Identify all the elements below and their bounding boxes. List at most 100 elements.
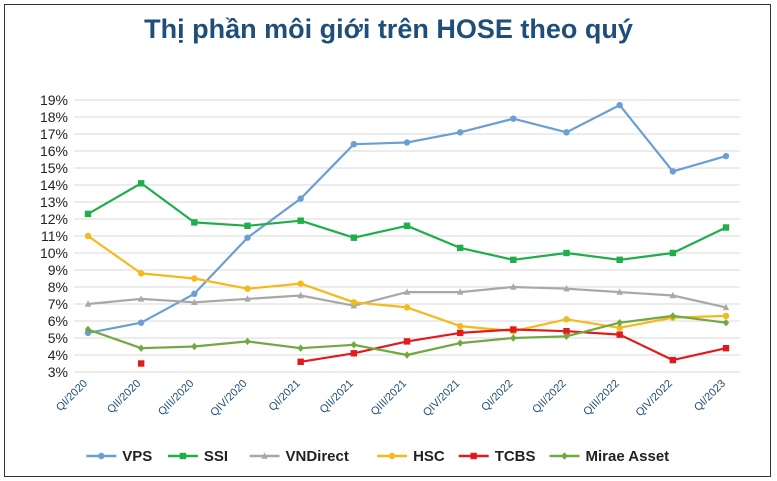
y-tick-label: 17% — [40, 126, 68, 142]
x-tick-label: QI/2023 — [692, 378, 728, 414]
data-point-tcbs — [350, 350, 358, 357]
data-point-ssi — [403, 222, 411, 229]
data-point-ssi — [510, 256, 517, 263]
legend-label-vndirect: VNDirect — [286, 448, 349, 465]
data-point-mirae-asset — [403, 351, 411, 359]
data-point-hsc — [456, 322, 464, 330]
data-point-hsc — [403, 304, 411, 311]
x-tick-label: QIII/2022 — [581, 378, 621, 418]
data-point-vndirect — [616, 288, 623, 295]
data-point-hsc — [137, 270, 145, 277]
chart-title: Thị phần môi giới trên HOSE theo quý — [144, 14, 633, 44]
data-point-mirae-asset — [350, 341, 358, 349]
data-point-ssi — [137, 180, 145, 187]
data-point-mirae-asset — [456, 339, 464, 347]
data-point-vndirect — [510, 283, 517, 290]
data-point-vps — [403, 139, 411, 146]
data-point-vps — [297, 195, 304, 202]
data-point-hsc — [616, 324, 623, 331]
x-tick-label: QIV/2021 — [421, 378, 462, 419]
data-point-tcbs — [616, 331, 623, 338]
data-point-mirae-asset — [510, 334, 517, 342]
y-tick-label: 11% — [41, 228, 68, 244]
data-point-vndirect — [84, 300, 92, 307]
data-point-ssi — [563, 249, 570, 257]
data-point-tcbs — [510, 326, 517, 333]
data-point-mirae-asset — [722, 319, 730, 327]
legend-marker-mirae-asset — [561, 452, 568, 460]
y-tick-label: 7% — [48, 296, 68, 312]
data-point-vndirect — [722, 303, 730, 311]
y-tick-label: 16% — [40, 143, 68, 159]
legend-marker-tcbs — [470, 452, 477, 460]
legend-label-hsc: HSC — [413, 448, 445, 465]
data-point-vndirect — [669, 291, 677, 299]
data-point-mirae-asset — [137, 344, 145, 352]
y-tick-label: 4% — [48, 347, 68, 363]
data-point-ssi — [456, 244, 464, 252]
x-tick-label: QI/2020 — [54, 378, 90, 414]
series-line-mirae-asset — [87, 314, 727, 357]
data-point-vps — [722, 152, 730, 160]
x-tick-label: QI/2021 — [267, 378, 303, 414]
y-tick-label: 18% — [40, 109, 68, 125]
y-tick-label: 15% — [40, 160, 68, 176]
legend-label-vps: VPS — [122, 448, 152, 465]
x-tick-label: QIV/2020 — [208, 378, 249, 419]
data-point-hsc — [563, 316, 570, 323]
data-point-vps — [563, 129, 570, 136]
y-tick-label: 14% — [40, 177, 68, 193]
x-tick-label: QII/2022 — [530, 378, 568, 416]
legend-label-ssi: SSI — [204, 448, 228, 465]
x-tick-label: QIII/2021 — [369, 378, 409, 418]
data-point-ssi — [350, 234, 358, 241]
y-tick-label: 5% — [48, 330, 68, 346]
data-point-ssi — [722, 224, 730, 231]
data-point-vndirect — [244, 295, 251, 302]
data-point-tcbs — [722, 345, 730, 352]
data-point-vps — [191, 290, 198, 297]
data-point-vps — [510, 115, 517, 122]
data-point-vps — [350, 141, 358, 148]
data-point-vndirect — [137, 295, 145, 302]
legend-marker-hsc — [388, 452, 396, 460]
series-line-ssi — [87, 182, 727, 261]
y-tick-label: 19% — [40, 92, 68, 108]
y-tick-label: 9% — [48, 262, 68, 278]
data-point-ssi — [669, 249, 677, 257]
x-tick-label: QII/2021 — [318, 378, 356, 416]
data-point-tcbs — [669, 356, 677, 364]
y-tick-label: 13% — [40, 194, 68, 210]
data-point-mirae-asset — [191, 342, 198, 351]
data-point-vps — [137, 319, 145, 326]
data-point-vndirect — [456, 288, 464, 295]
data-point-vps — [616, 101, 623, 109]
series-line-hsc — [87, 235, 727, 333]
data-point-vndirect — [191, 298, 198, 305]
data-point-tcbs — [137, 360, 145, 367]
data-point-mirae-asset — [297, 344, 304, 352]
data-point-vps — [244, 234, 251, 241]
data-point-mirae-asset — [669, 312, 677, 320]
data-point-ssi — [84, 210, 92, 218]
data-point-hsc — [244, 285, 251, 292]
data-point-mirae-asset — [84, 325, 92, 334]
y-tick-label: 6% — [48, 313, 68, 329]
legend-label-tcbs: TCBS — [495, 448, 536, 465]
data-point-ssi — [616, 256, 623, 263]
y-tick-label: 10% — [40, 245, 68, 261]
legend-marker-vps — [98, 452, 105, 460]
data-point-mirae-asset — [563, 332, 570, 340]
x-tick-label: QIII/2020 — [156, 378, 196, 418]
data-point-ssi — [297, 217, 304, 224]
data-point-vndirect — [403, 288, 411, 295]
legend-marker-ssi — [179, 452, 187, 460]
data-point-mirae-asset — [244, 337, 251, 346]
data-point-mirae-asset — [616, 319, 623, 327]
data-point-hsc — [722, 312, 730, 320]
data-point-vndirect — [563, 285, 570, 292]
y-tick-label: 3% — [48, 364, 68, 380]
legend-marker-vndirect — [261, 452, 268, 459]
y-tick-label: 12% — [40, 211, 68, 227]
